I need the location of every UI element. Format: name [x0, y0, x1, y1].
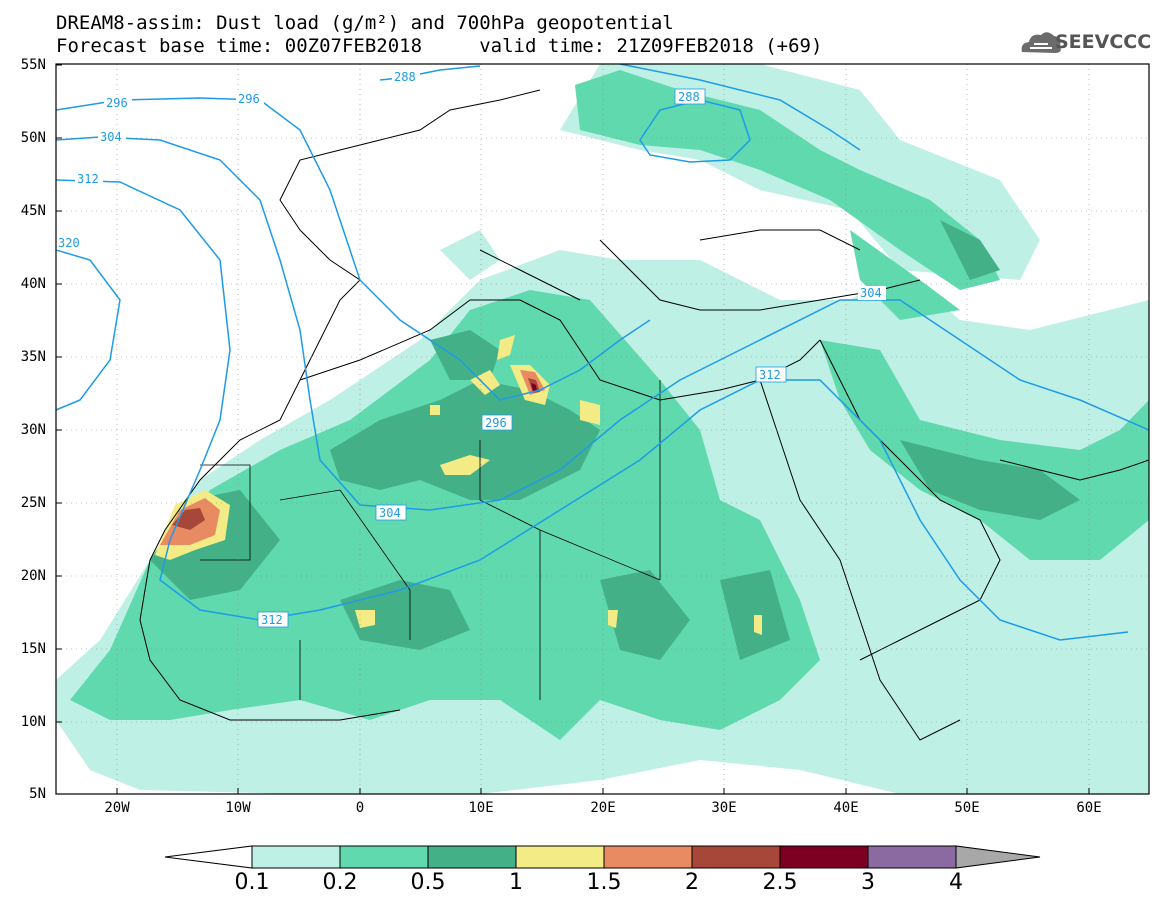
- lat-label: 50N: [20, 130, 46, 146]
- colorbar: [164, 845, 1041, 869]
- contour-label: 288: [394, 70, 416, 84]
- colorbar-label: 0.2: [322, 870, 358, 895]
- dust-level-2.5: [531, 383, 537, 392]
- contour-label: 296: [106, 96, 128, 110]
- dust-level-0.5: [150, 220, 1080, 660]
- lat-label: 20N: [20, 568, 46, 584]
- country-borders: [200, 380, 661, 700]
- colorbar-segment: [867, 845, 957, 869]
- lon-label: 60E: [1076, 800, 1102, 816]
- lat-label: 30N: [20, 422, 46, 438]
- colorbar-segment: [427, 845, 517, 869]
- lon-label: 10W: [225, 800, 251, 816]
- lon-label: 0: [355, 800, 365, 816]
- colorbar-segment: [603, 845, 693, 869]
- lon-label: 30E: [711, 800, 737, 816]
- colorbar-segment: [691, 845, 781, 869]
- contour-label: 312: [759, 368, 781, 382]
- lat-label: 10N: [20, 714, 46, 730]
- lat-label: 5N: [29, 786, 46, 802]
- colorbar-label: 0.5: [410, 870, 446, 895]
- colorbar-label: 0.1: [234, 870, 270, 895]
- lat-label: 25N: [20, 495, 46, 511]
- lon-label: 50E: [954, 800, 980, 816]
- lon-label: 10E: [468, 800, 494, 816]
- lat-label: 40N: [20, 276, 46, 292]
- lat-lon-grid: [56, 64, 1149, 794]
- colorbar-segment: [955, 845, 1041, 869]
- colorbar-segment: [515, 845, 605, 869]
- contour-label: 304: [379, 506, 401, 520]
- map-subtitle: Forecast base time: 00Z07FEB2018 valid t…: [56, 35, 823, 57]
- colorbar-segment: [164, 845, 253, 869]
- logo-text: SEEVCCC: [1055, 31, 1152, 53]
- map-title: DREAM8-assim: Dust load (g/m²) and 700hP…: [56, 12, 674, 34]
- contour-label: 304: [860, 286, 882, 300]
- colorbar-label: 1: [509, 870, 523, 895]
- colorbar-segment: [779, 845, 869, 869]
- contour-label: 296: [485, 416, 507, 430]
- colorbar-label: 3: [861, 870, 875, 895]
- colorbar-segment: [251, 845, 341, 869]
- colorbar-label: 2: [685, 870, 699, 895]
- lon-label: 40E: [833, 800, 859, 816]
- contour-label: 320: [58, 236, 80, 250]
- contour-label: 296: [238, 92, 260, 106]
- coastlines: [139, 89, 1149, 741]
- colorbar-segment: [339, 845, 429, 869]
- lat-label: 15N: [20, 641, 46, 657]
- colorbar-label: 1.5: [586, 870, 622, 895]
- lat-label: 35N: [20, 349, 46, 365]
- geopotential-contours: [56, 64, 1149, 641]
- colorbar-label: 4: [949, 870, 963, 895]
- lon-label: 20W: [104, 800, 130, 816]
- contour-label: 312: [77, 172, 99, 186]
- colorbar-label: 2.5: [762, 870, 798, 895]
- contour-label: 304: [100, 130, 122, 144]
- contour-label: 288: [678, 90, 700, 104]
- lat-label: 55N: [20, 57, 46, 73]
- lon-label: 20E: [590, 800, 616, 816]
- cloud-icon: [1021, 32, 1061, 53]
- lat-label: 45N: [20, 203, 46, 219]
- contour-label: 312: [261, 613, 283, 627]
